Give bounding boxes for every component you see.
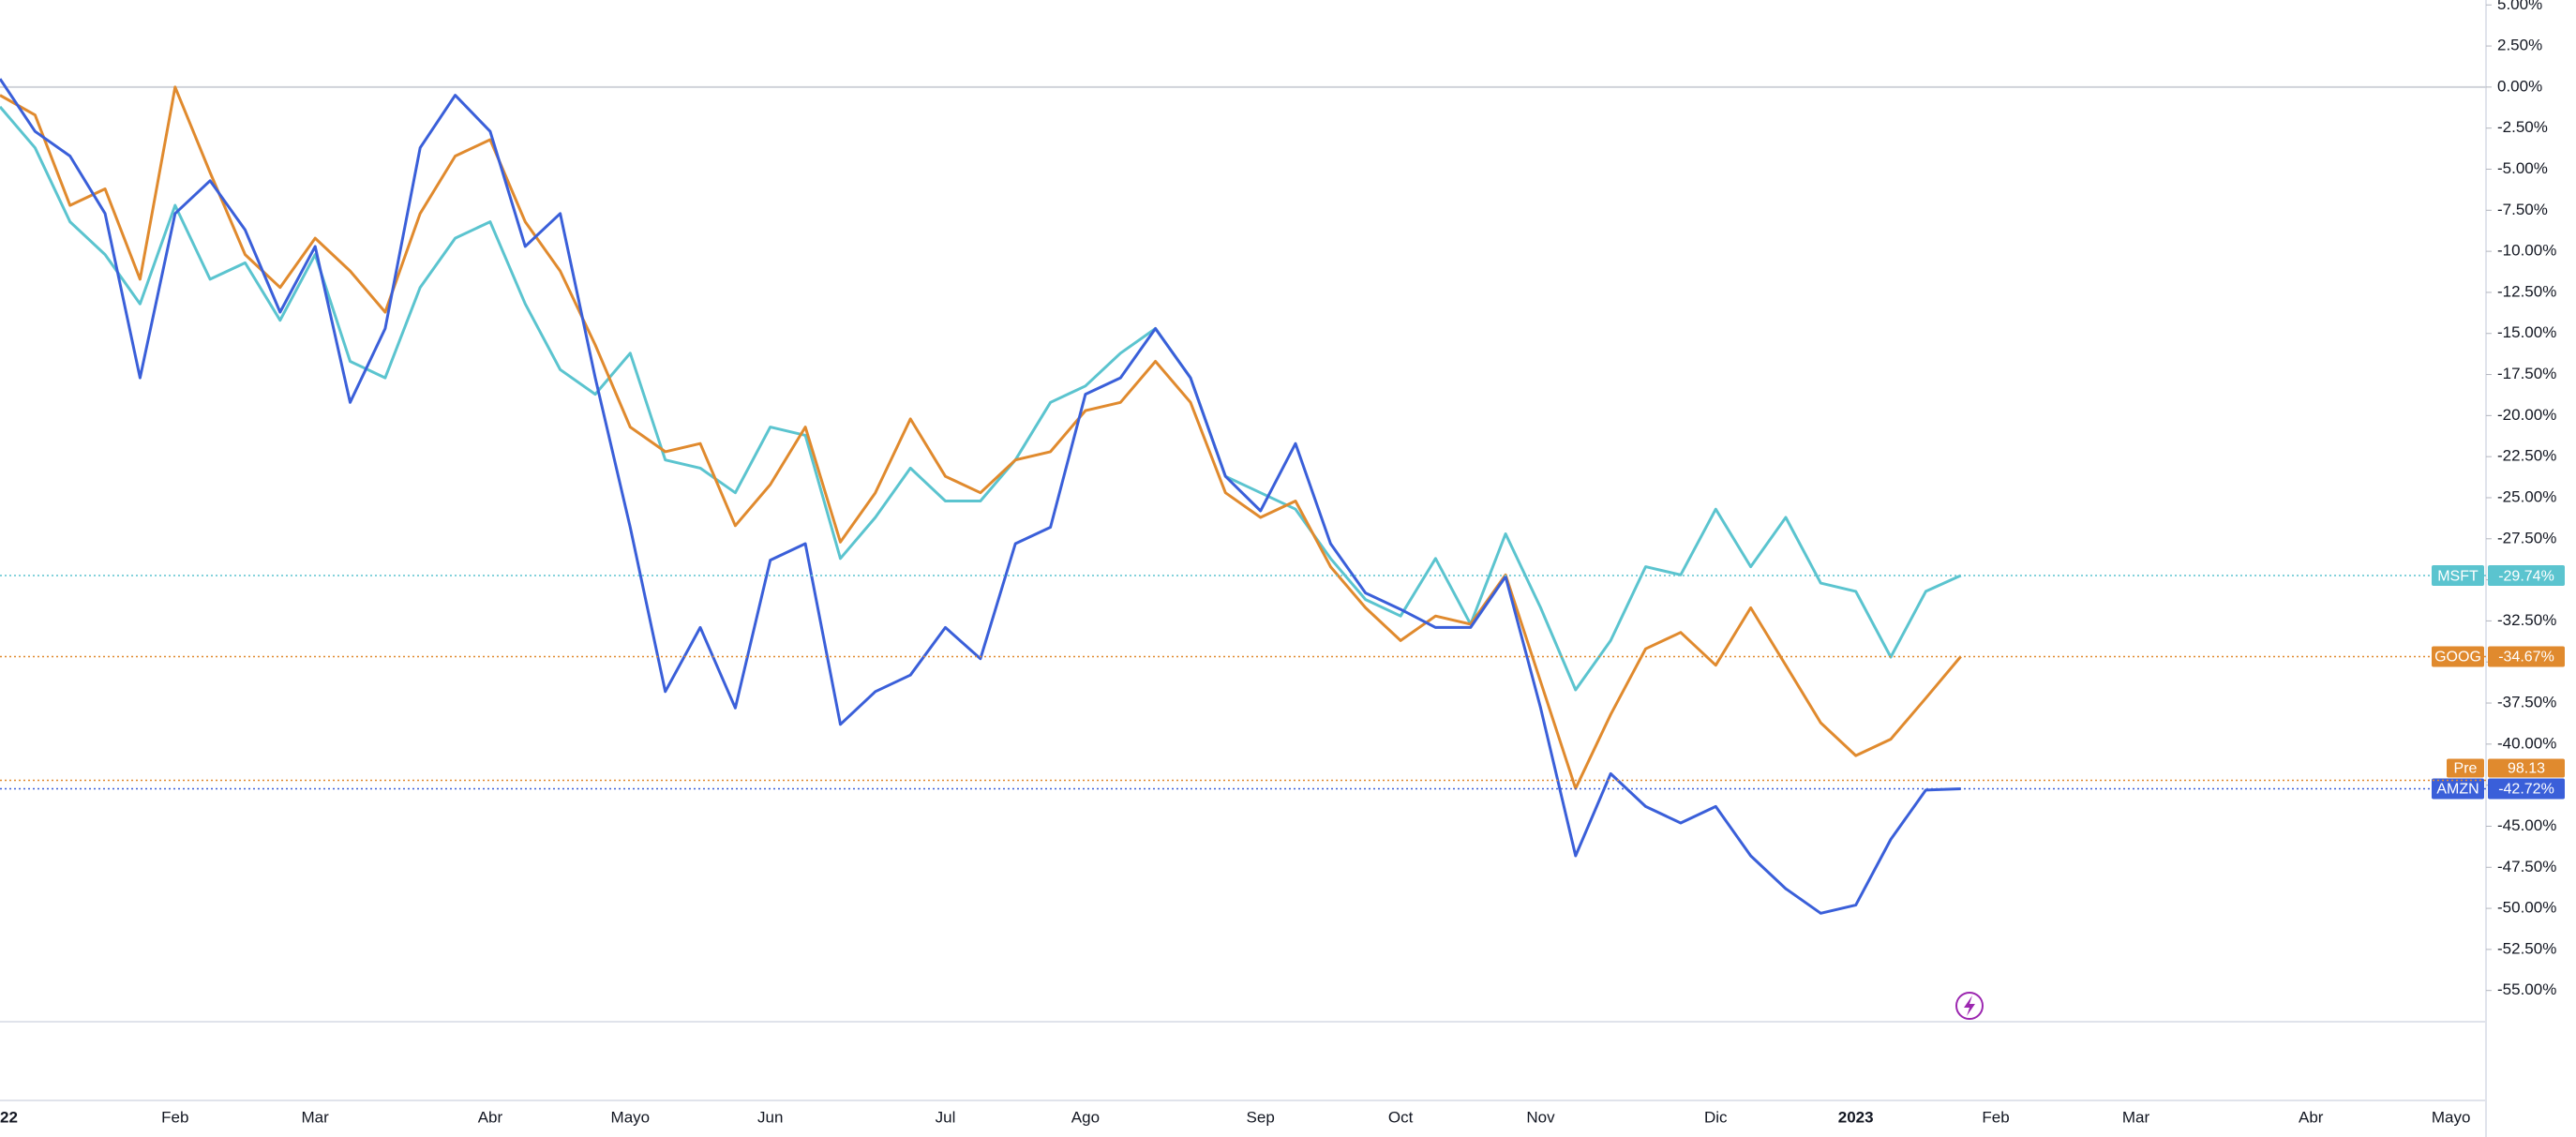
pre-badge xyxy=(2447,758,2484,778)
x-tick-label: Oct xyxy=(1388,1108,1414,1126)
y-tick-label: -27.50% xyxy=(2497,529,2556,546)
name-badge xyxy=(2432,565,2484,587)
x-tick-label: Mar xyxy=(2122,1108,2150,1126)
x-tick-label: 2023 xyxy=(1838,1108,1874,1126)
y-tick-label: -52.50% xyxy=(2497,939,2556,957)
pre-badge-label: Pre xyxy=(2454,761,2478,777)
value-badge-label: -29.74% xyxy=(2498,568,2554,584)
value-badge-label: -42.72% xyxy=(2498,782,2554,798)
x-tick-label: Jun xyxy=(757,1108,783,1126)
value-badge-label: -34.67% xyxy=(2498,650,2554,666)
y-tick-label: -22.50% xyxy=(2497,447,2556,465)
name-badge xyxy=(2432,646,2484,667)
x-tick-label: Mar xyxy=(302,1108,330,1126)
replay-icon[interactable] xyxy=(1955,992,1984,1020)
series-line xyxy=(0,105,1962,692)
x-tick-label: Dic xyxy=(1704,1108,1728,1126)
value-badge xyxy=(2488,778,2565,800)
pre-price-label: 98.13 xyxy=(2508,761,2545,777)
x-tick-label: Jul xyxy=(936,1108,956,1126)
x-tick-label: Abr xyxy=(478,1108,503,1126)
y-tick-label: -15.00% xyxy=(2497,323,2556,341)
y-tick-label: 0.00% xyxy=(2497,77,2542,95)
x-tick-label: 2022 xyxy=(0,1108,18,1126)
series-line xyxy=(0,78,1961,915)
y-tick-label: 2.50% xyxy=(2497,37,2542,54)
x-tick-label: Ago xyxy=(1071,1108,1100,1126)
y-tick-label: -25.00% xyxy=(2497,487,2556,505)
y-tick-label: -32.50% xyxy=(2497,611,2556,629)
y-tick-label: -12.50% xyxy=(2497,282,2556,300)
pre-price-badge xyxy=(2488,758,2565,778)
y-tick-label: -40.00% xyxy=(2497,734,2556,752)
y-tick-label: -5.00% xyxy=(2497,159,2548,177)
name-badge-label: MSFT xyxy=(2437,568,2479,584)
series-line xyxy=(0,85,1962,790)
x-tick-label: Sep xyxy=(1247,1108,1275,1126)
x-tick-label: Mayo xyxy=(2432,1108,2471,1126)
x-tick-label: Abr xyxy=(2299,1108,2324,1126)
x-tick-label: Mayo xyxy=(611,1108,651,1126)
y-tick-label: -37.50% xyxy=(2497,694,2556,711)
x-tick-label: Nov xyxy=(1526,1108,1555,1126)
y-tick-label: 5.00% xyxy=(2497,0,2542,13)
y-tick-label: -10.00% xyxy=(2497,242,2556,260)
y-tick-label: -55.00% xyxy=(2497,980,2556,998)
name-badge-label: AMZN xyxy=(2436,782,2479,798)
value-badge xyxy=(2488,565,2565,587)
name-badge xyxy=(2432,778,2484,800)
x-tick-label: Feb xyxy=(1982,1108,2009,1126)
y-tick-label: -45.00% xyxy=(2497,816,2556,834)
x-tick-label: Feb xyxy=(161,1108,188,1126)
y-tick-label: -17.50% xyxy=(2497,365,2556,382)
y-tick-label: -47.50% xyxy=(2497,858,2556,875)
y-tick-label: -50.00% xyxy=(2497,899,2556,917)
y-tick-label: -2.50% xyxy=(2497,118,2548,136)
y-tick-label: -20.00% xyxy=(2497,406,2556,424)
value-badge xyxy=(2488,646,2565,667)
name-badge-label: GOOG xyxy=(2434,650,2481,666)
y-tick-label: -7.50% xyxy=(2497,201,2548,218)
